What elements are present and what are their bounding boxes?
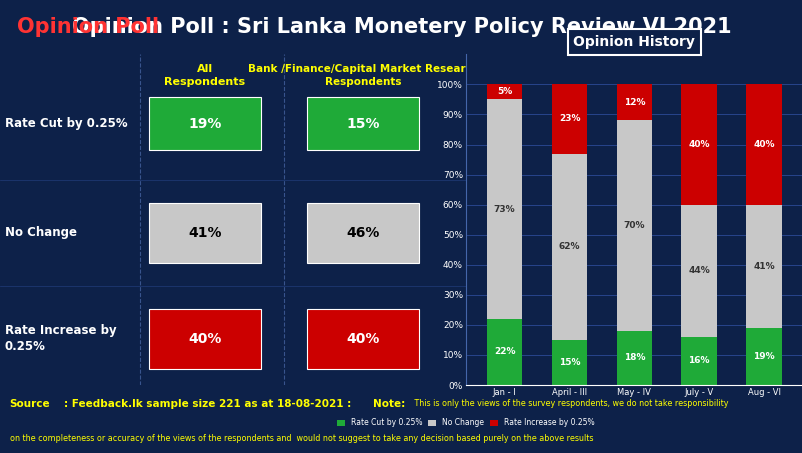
Text: 70%: 70% bbox=[623, 221, 644, 230]
Bar bbox=[486, 100, 522, 319]
Bar bbox=[307, 97, 419, 150]
Text: 15%: 15% bbox=[346, 117, 379, 131]
Bar bbox=[486, 84, 522, 100]
Text: 46%: 46% bbox=[346, 226, 379, 240]
Text: Opinion Poll: Opinion Poll bbox=[17, 17, 159, 37]
Bar bbox=[149, 97, 261, 150]
Text: 12%: 12% bbox=[623, 98, 644, 107]
Text: Note:: Note: bbox=[373, 399, 405, 409]
Text: Source: Source bbox=[10, 399, 51, 409]
Text: 18%: 18% bbox=[623, 353, 644, 362]
Text: Rate Increase by
0.25%: Rate Increase by 0.25% bbox=[5, 324, 116, 353]
Text: Bank /Finance/Capital Market Research
Respondents: Bank /Finance/Capital Market Research Re… bbox=[247, 64, 478, 87]
Text: 73%: 73% bbox=[493, 205, 515, 214]
Text: 40%: 40% bbox=[188, 332, 221, 346]
Bar bbox=[149, 309, 261, 368]
Legend: Rate Cut by 0.25%, No Change, Rate Increase by 0.25%: Rate Cut by 0.25%, No Change, Rate Incre… bbox=[334, 415, 597, 430]
Text: 44%: 44% bbox=[687, 266, 709, 275]
Text: 41%: 41% bbox=[752, 262, 774, 271]
Bar bbox=[681, 337, 716, 385]
Text: 22%: 22% bbox=[493, 347, 515, 357]
Text: 40%: 40% bbox=[687, 140, 709, 149]
Bar bbox=[616, 84, 651, 120]
Text: Rate Cut by 0.25%: Rate Cut by 0.25% bbox=[5, 117, 128, 130]
Bar bbox=[616, 331, 651, 385]
Bar bbox=[486, 319, 522, 385]
Text: 15%: 15% bbox=[558, 358, 580, 367]
Text: This is only the views of the survey respondents, we do not take responsibility: This is only the views of the survey res… bbox=[411, 399, 727, 408]
Bar bbox=[681, 84, 716, 205]
Bar bbox=[616, 120, 651, 331]
Bar bbox=[307, 309, 419, 368]
Text: 19%: 19% bbox=[188, 117, 221, 131]
Bar bbox=[551, 340, 586, 385]
Text: 41%: 41% bbox=[188, 226, 221, 240]
Bar bbox=[551, 154, 586, 340]
Bar bbox=[681, 205, 716, 337]
Text: 5%: 5% bbox=[496, 87, 512, 96]
Text: 40%: 40% bbox=[346, 332, 379, 346]
Bar bbox=[307, 203, 419, 263]
Bar bbox=[551, 84, 586, 154]
Text: 40%: 40% bbox=[752, 140, 774, 149]
Text: on the completeness or accuracy of the views of the respondents and  would not s: on the completeness or accuracy of the v… bbox=[10, 434, 593, 443]
Text: 19%: 19% bbox=[752, 352, 774, 361]
Text: All
Respondents: All Respondents bbox=[164, 64, 245, 87]
Bar bbox=[149, 203, 261, 263]
Bar bbox=[745, 205, 781, 328]
Title: Opinion History: Opinion History bbox=[573, 35, 695, 49]
Text: Opinion Poll : Sri Lanka Monetery Policy Review VI 2021: Opinion Poll : Sri Lanka Monetery Policy… bbox=[71, 17, 731, 37]
Text: 62%: 62% bbox=[558, 242, 580, 251]
Text: 23%: 23% bbox=[558, 115, 580, 124]
Bar bbox=[745, 328, 781, 385]
Bar bbox=[745, 84, 781, 205]
Text: : Feedback.lk sample size 221 as at 18-08-2021 :: : Feedback.lk sample size 221 as at 18-0… bbox=[64, 399, 354, 409]
Text: 16%: 16% bbox=[687, 357, 709, 366]
Text: No Change: No Change bbox=[5, 226, 76, 240]
